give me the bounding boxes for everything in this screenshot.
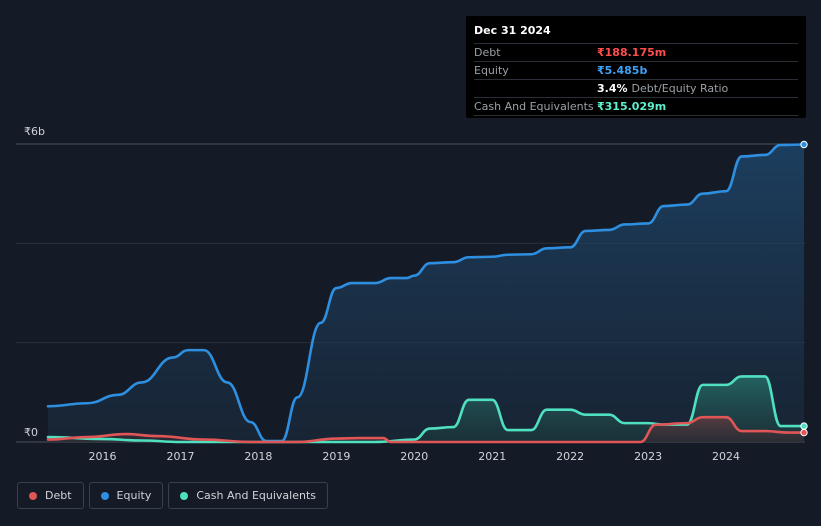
legend-item-equity[interactable]: Equity (88, 482, 164, 509)
cash-and-equivalents-area (48, 376, 804, 442)
cash-and-equivalents-line (46, 375, 806, 444)
equity-area (48, 144, 804, 442)
x-tick-label: 2024 (712, 450, 740, 463)
x-tick-label: 2020 (400, 450, 428, 463)
debt-line (46, 415, 806, 444)
tooltip-ratio-label: Debt/Equity Ratio (631, 82, 729, 95)
chart-legend: Debt Equity Cash And Equivalents (17, 482, 328, 509)
tooltip-equity-value: ₹5.485b (597, 64, 648, 77)
legend-item-debt[interactable]: Debt (17, 482, 84, 509)
tooltip-cash-row: Cash And Equivalents ₹315.029m (474, 97, 798, 116)
x-tick-label: 2021 (478, 450, 506, 463)
equity-end-marker (800, 140, 808, 149)
cash-dot-icon (180, 491, 189, 500)
data-tooltip: Dec 31 2024 Debt ₹188.175m Equity ₹5.485… (466, 16, 806, 118)
legend-label-equity: Equity (116, 489, 152, 502)
debt-end-marker (800, 428, 808, 437)
x-tick-label: 2016 (89, 450, 117, 463)
x-tick-label: 2023 (634, 450, 662, 463)
debt-dot-icon (29, 491, 37, 500)
tooltip-cash-value: ₹315.029m (597, 100, 667, 113)
legend-label-cash: Cash And Equivalents (196, 489, 316, 502)
equity-dot-icon (100, 491, 109, 500)
legend-label-debt: Debt (45, 489, 72, 502)
y-axis-bottom-label: ₹0 (24, 426, 38, 439)
x-tick-label: 2022 (556, 450, 584, 463)
x-tick-label: 2017 (166, 450, 194, 463)
x-tick-label: 2018 (244, 450, 272, 463)
tooltip-equity-label: Equity (474, 64, 509, 77)
tooltip-ratio-value: 3.4% (597, 82, 628, 95)
y-axis-top-label: ₹6b (24, 125, 45, 138)
legend-item-cash[interactable]: Cash And Equivalents (168, 482, 328, 509)
tooltip-equity-row: Equity ₹5.485b (474, 61, 798, 79)
tooltip-debt-label: Debt (474, 46, 501, 59)
x-tick-label: 2019 (322, 450, 350, 463)
cash-and-equivalents-end-marker (800, 422, 808, 430)
tooltip-date: Dec 31 2024 (474, 24, 551, 37)
equity-line (46, 143, 806, 443)
tooltip-debt-value: ₹188.175m (597, 46, 667, 59)
tooltip-cash-label: Cash And Equivalents (474, 100, 594, 113)
tooltip-ratio-row: 3.4% Debt/Equity Ratio (474, 79, 798, 97)
tooltip-debt-row: Debt ₹188.175m (474, 43, 798, 61)
